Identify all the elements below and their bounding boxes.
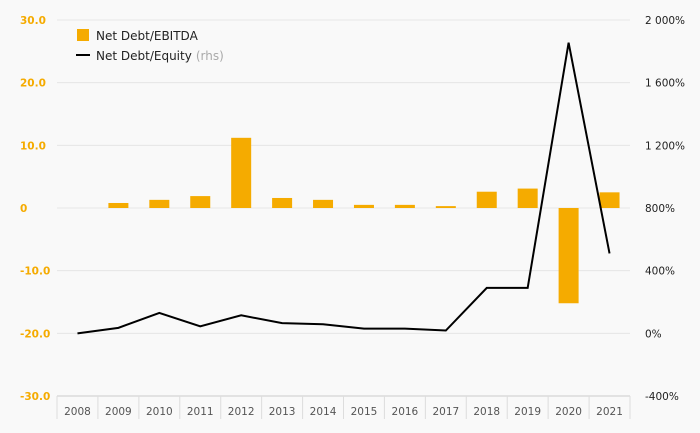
bar — [394, 204, 415, 208]
y-right-tick-label: 1 600% — [645, 78, 685, 90]
legend-label-line-suffix: (rhs) — [196, 49, 224, 63]
bar — [108, 202, 129, 208]
legend-label-line-name: Net Debt/Equity — [96, 49, 192, 63]
x-tick-label: 2012 — [228, 406, 255, 418]
x-tick-label: 2008 — [64, 406, 91, 418]
x-tick-label: 2015 — [351, 406, 378, 418]
legend-swatch-bar — [77, 29, 89, 41]
y-left-tick-label: 30.0 — [20, 15, 46, 27]
bar — [517, 188, 538, 208]
y-left-tick-label: -30.0 — [20, 391, 50, 403]
y-right-tick-label: 1 200% — [645, 140, 685, 152]
bar — [272, 197, 293, 208]
gridlines — [57, 19, 630, 334]
y-left-tick-label: 10.0 — [20, 140, 46, 152]
x-tick-label: 2020 — [555, 406, 582, 418]
legend-label-line: Net Debt/Equity (rhs) — [96, 49, 224, 63]
y-left-tick-label: 20.0 — [20, 78, 46, 90]
bar — [435, 206, 456, 208]
y-right-tick-label: 2 000% — [645, 15, 685, 27]
line-series — [77, 42, 611, 335]
bar — [599, 192, 620, 208]
bar — [558, 208, 579, 304]
y-right-tick-label: 400% — [645, 266, 675, 278]
bar — [190, 196, 211, 208]
y-right-tick-label: -400% — [645, 391, 679, 403]
x-tick-label: 2009 — [105, 406, 132, 418]
y-left-tick-label: -10.0 — [20, 266, 50, 278]
x-tick-label: 2018 — [473, 406, 500, 418]
legend: Net Debt/EBITDA Net Debt/Equity (rhs) — [76, 29, 224, 63]
series-line — [77, 42, 611, 335]
x-tick-label: 2011 — [187, 406, 214, 418]
bar-series — [108, 137, 620, 304]
x-tick-label: 2013 — [269, 406, 296, 418]
bar — [231, 137, 252, 208]
bar — [353, 204, 374, 208]
y-right-tick-label: 800% — [645, 203, 675, 215]
y-right-tick-label: 0% — [645, 328, 662, 340]
axes: 30.0 20.0 10.0 0 -10.0 -20.0 -30.0 2 000% 1 600%… — [20, 15, 685, 419]
x-tick-label: 2010 — [146, 406, 173, 418]
x-tick-label: 2021 — [596, 406, 623, 418]
x-tick-label: 2014 — [310, 406, 337, 418]
x-tick-label: 2017 — [432, 406, 459, 418]
y-left-tick-label: -20.0 — [20, 328, 50, 340]
x-tick-label: 2019 — [514, 406, 541, 418]
x-tick-label: 2016 — [392, 406, 419, 418]
bar — [149, 199, 170, 208]
legend-label-bar: Net Debt/EBITDA — [96, 29, 199, 43]
y-left-tick-label: 0 — [20, 203, 27, 215]
bar — [476, 191, 497, 208]
bar — [313, 199, 334, 208]
